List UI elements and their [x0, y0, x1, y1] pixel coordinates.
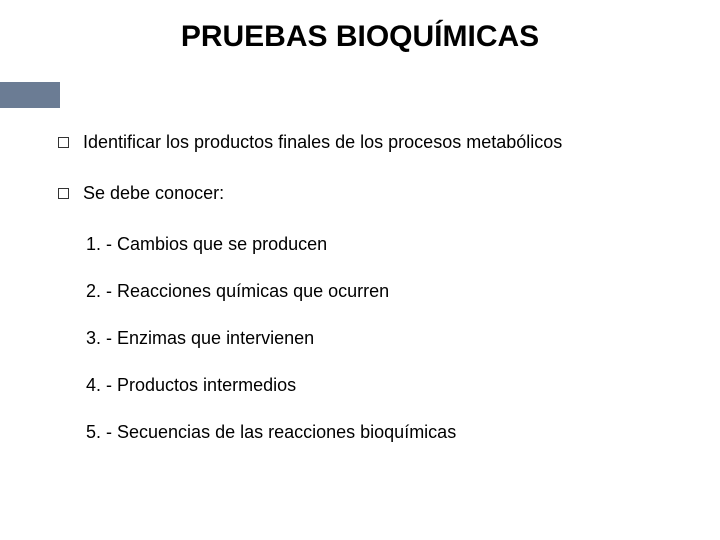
- title-accent-bar: [0, 82, 60, 108]
- bullet-item: Identificar los productos finales de los…: [58, 132, 680, 153]
- square-bullet-icon: [58, 188, 69, 199]
- slide-container: PRUEBAS BIOQUÍMICAS Identificar los prod…: [0, 0, 720, 540]
- bullet-text: Identificar los productos finales de los…: [83, 132, 562, 153]
- bullet-item: Se debe conocer:: [58, 183, 680, 204]
- bullet-text: Se debe conocer:: [83, 183, 224, 204]
- numbered-item: 2. - Reacciones químicas que ocurren: [86, 281, 680, 302]
- content-area: Identificar los productos finales de los…: [58, 132, 680, 469]
- slide-title: PRUEBAS BIOQUÍMICAS: [0, 20, 720, 54]
- numbered-list: 1. - Cambios que se producen 2. - Reacci…: [86, 234, 680, 443]
- square-bullet-icon: [58, 137, 69, 148]
- numbered-item: 5. - Secuencias de las reacciones bioquí…: [86, 422, 680, 443]
- numbered-item: 4. - Productos intermedios: [86, 375, 680, 396]
- numbered-item: 3. - Enzimas que intervienen: [86, 328, 680, 349]
- numbered-item: 1. - Cambios que se producen: [86, 234, 680, 255]
